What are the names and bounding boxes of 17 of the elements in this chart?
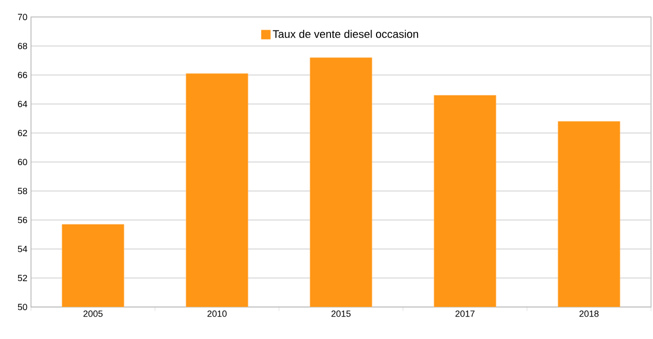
y-tick-label: 70 (18, 14, 28, 20)
y-tick-label: 60 (18, 158, 28, 166)
y-tick-label: 66 (18, 72, 28, 78)
y-tick-label: 52 (18, 274, 28, 282)
x-tick-label: 2015 (331, 310, 351, 317)
legend-label: Taux de vente diesel occasion (272, 30, 418, 38)
y-tick-label: 54 (18, 246, 28, 252)
y-tick-label: 56 (18, 216, 28, 224)
y-tick-label: 50 (18, 304, 28, 310)
y-tick-label: 68 (18, 42, 28, 50)
y-tick-label: 64 (18, 100, 28, 108)
x-tick-label: 2005 (83, 310, 103, 317)
y-tick-label: 58 (18, 188, 28, 194)
y-tick-label: 62 (18, 130, 28, 136)
x-tick-label: 2018 (579, 310, 599, 317)
x-tick-label: 2010 (207, 310, 227, 317)
x-tick-label: 2017 (455, 310, 475, 317)
